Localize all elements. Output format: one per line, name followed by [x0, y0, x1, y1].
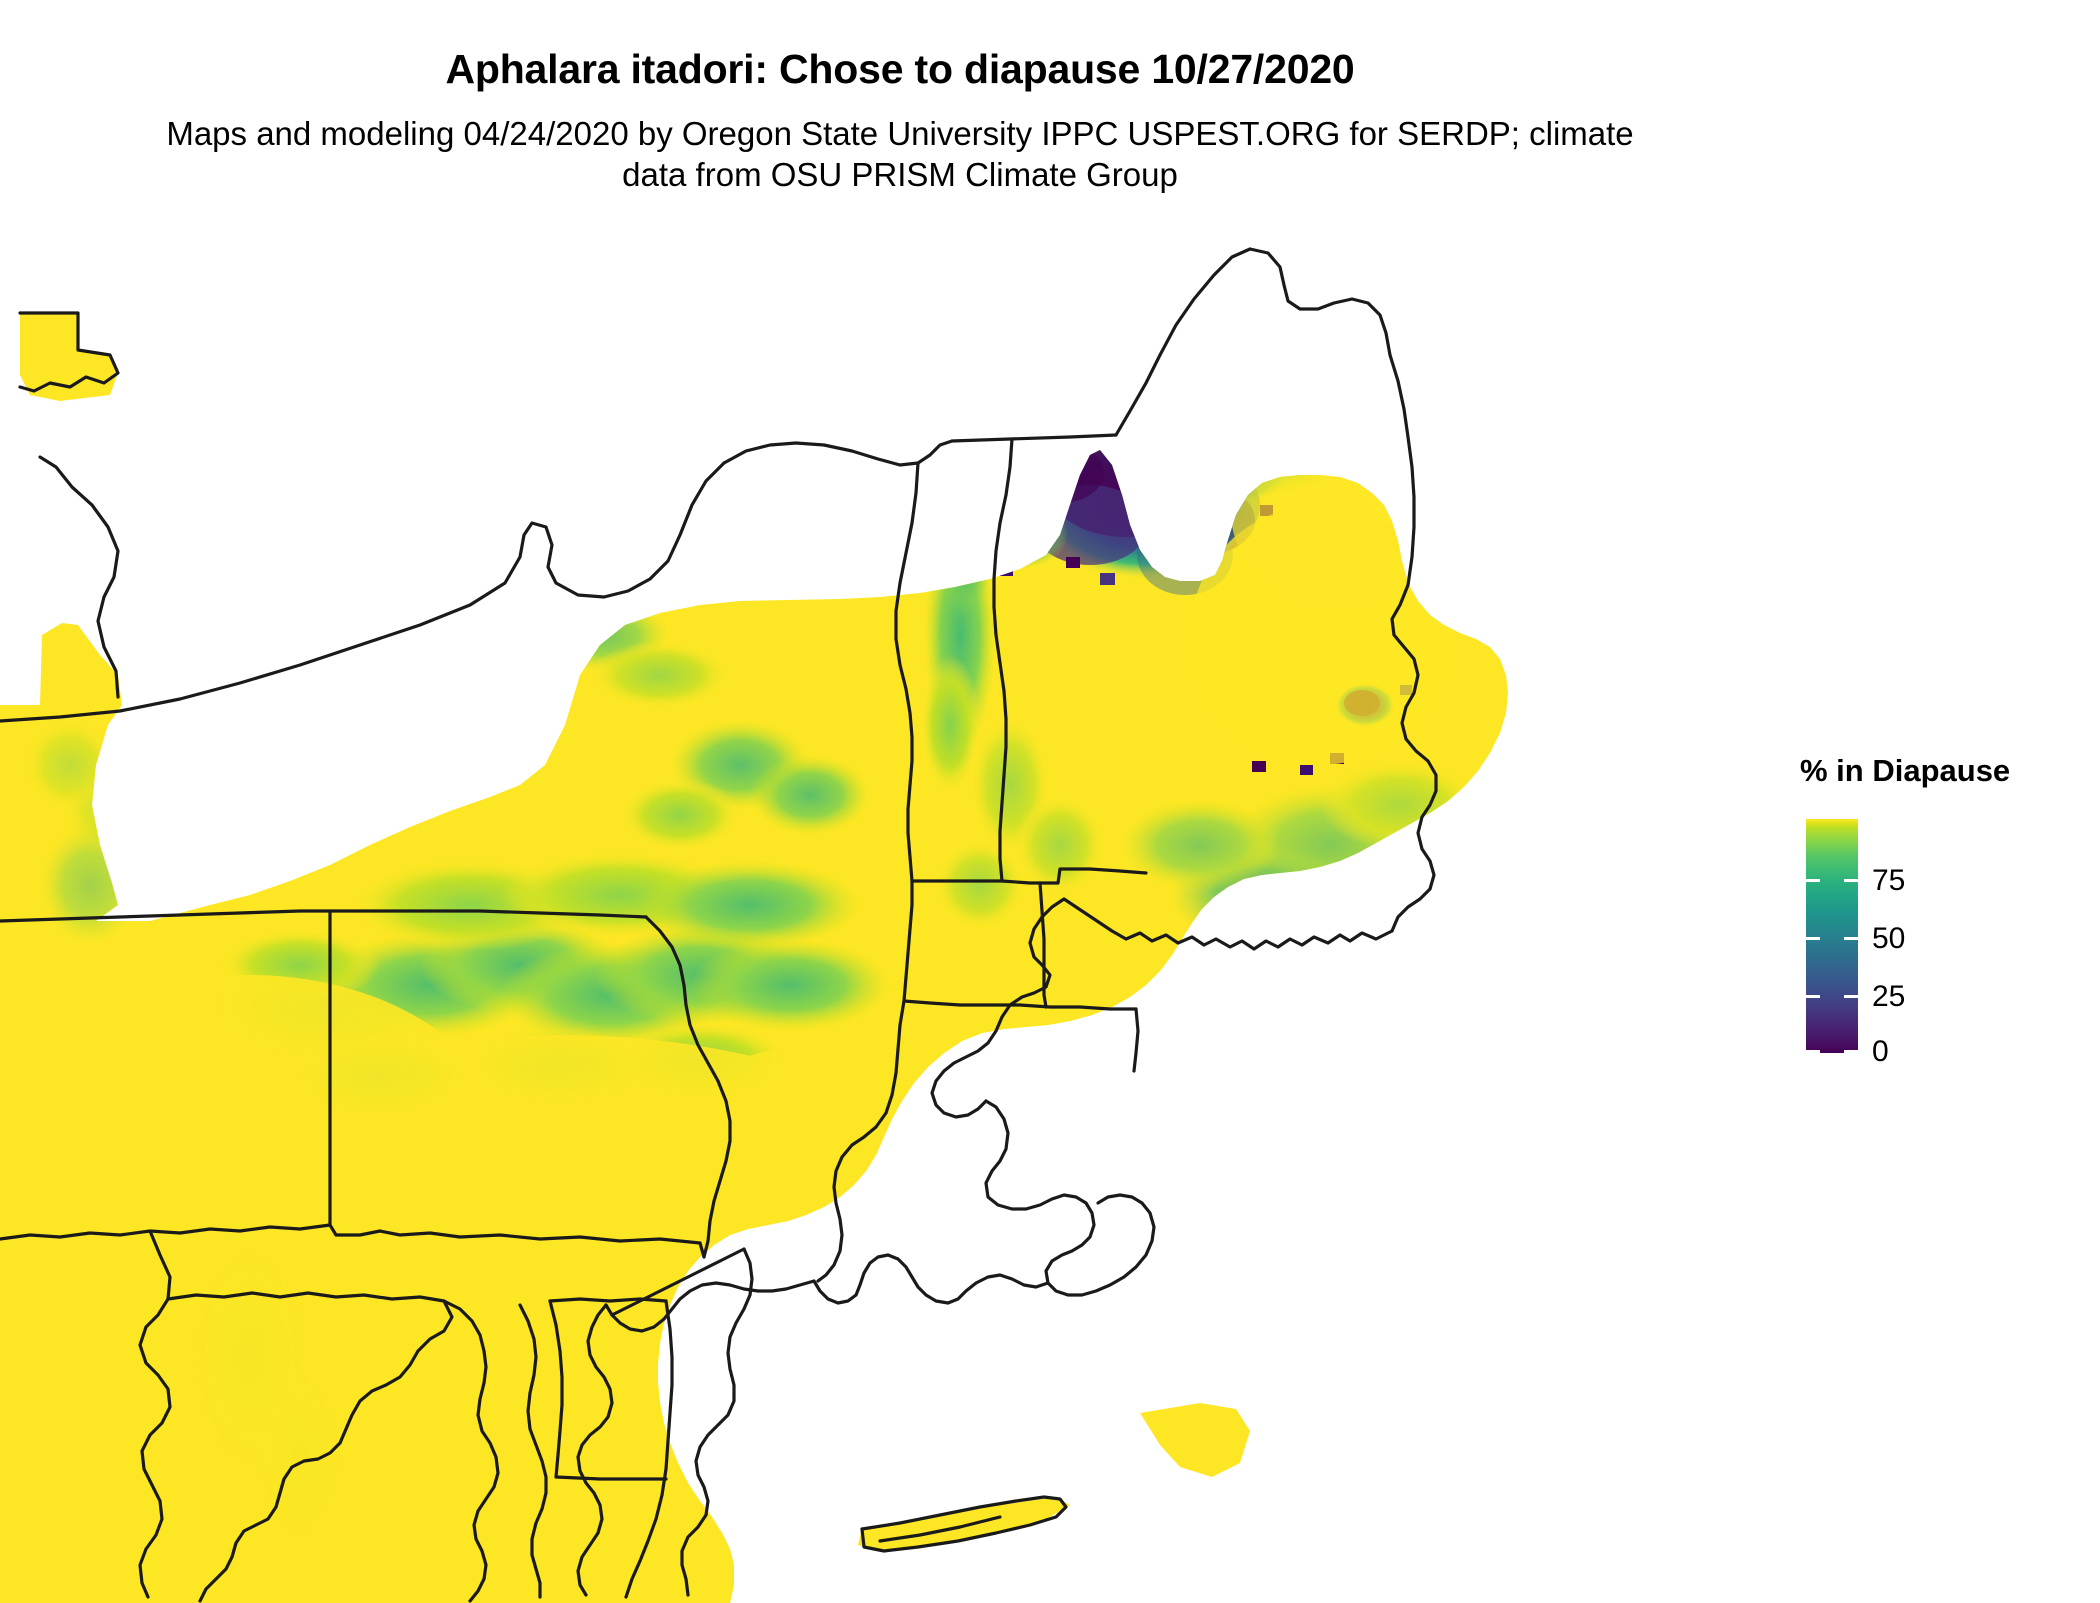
- map-panel: [0, 205, 1800, 1603]
- legend-tick-25-right: [1844, 995, 1858, 998]
- raster-layer: [0, 313, 1508, 1603]
- legend: % in Diapause 75 50 25 0: [1800, 755, 2100, 1085]
- legend-tick-25-left: [1806, 995, 1820, 998]
- legend-label-25: 25: [1872, 980, 1906, 1013]
- legend-label-75: 75: [1872, 864, 1906, 897]
- legend-tick-0-right: [1844, 1050, 1858, 1053]
- diapause-raster-map: [0, 247, 1508, 1603]
- legend-tick-0-left: [1806, 1050, 1820, 1053]
- legend-label-0: 0: [1872, 1035, 1889, 1068]
- legend-tick-50-left: [1806, 937, 1820, 940]
- legend-colorbar: [1806, 819, 1858, 1053]
- chart-header: Aphalara itadori: Chose to diapause 10/2…: [0, 0, 1800, 196]
- chart-subtitle: Maps and modeling 04/24/2020 by Oregon S…: [166, 115, 1634, 194]
- legend-tick-50-right: [1844, 937, 1858, 940]
- legend-tick-75-left: [1806, 879, 1820, 882]
- page-title: Aphalara itadori: Chose to diapause 10/2…: [445, 46, 1355, 92]
- state-boundaries: [0, 247, 1438, 1603]
- legend-title: % in Diapause: [1800, 753, 2011, 788]
- legend-tick-75-right: [1844, 879, 1858, 882]
- legend-label-50: 50: [1872, 922, 1906, 955]
